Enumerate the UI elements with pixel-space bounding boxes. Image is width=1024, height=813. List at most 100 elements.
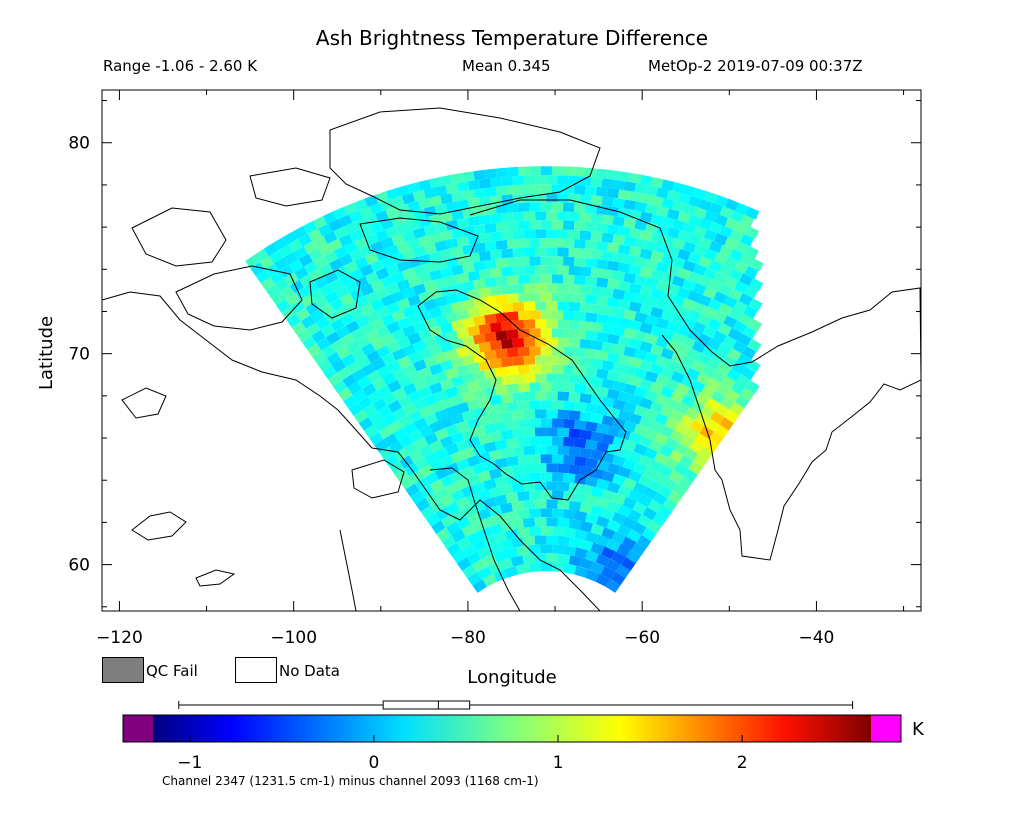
heatmap-cell (655, 298, 669, 311)
heatmap-cell (387, 399, 402, 413)
heatmap-cell (424, 471, 439, 486)
heatmap-cell (639, 193, 653, 205)
heatmap-cell (412, 264, 427, 277)
heatmap-cell (661, 197, 675, 210)
heatmap-cell (633, 424, 648, 437)
heatmap-cell (484, 168, 497, 179)
heatmap-cell (412, 302, 427, 315)
heatmap-cell (585, 550, 599, 563)
heatmap-cell (435, 506, 450, 521)
heatmap-cell (579, 266, 592, 277)
heatmap-cell (579, 520, 593, 533)
heatmap-cell (568, 337, 581, 348)
heatmap-cell (551, 508, 564, 518)
heatmap-cell (346, 360, 361, 375)
heatmap-cell (462, 298, 475, 310)
coast-greenland (469, 199, 921, 561)
heatmap-cell (716, 362, 731, 376)
heatmap-cell (645, 203, 659, 215)
heatmap-cell (666, 264, 680, 277)
heatmap-cell (535, 301, 547, 311)
heatmap-cell (562, 220, 575, 230)
heatmap-cell (389, 440, 404, 454)
heatmap-cell (501, 338, 514, 349)
heatmap-cell (517, 472, 530, 483)
heatmap-cell (601, 196, 614, 207)
heatmap-cell (478, 360, 492, 371)
heatmap-cell (705, 397, 720, 412)
heatmap-cell (381, 294, 395, 307)
heatmap-cell (617, 504, 632, 518)
heatmap-cell (512, 319, 525, 330)
heatmap-cell (283, 231, 298, 245)
heatmap-cell (285, 292, 300, 307)
heatmap-cell (293, 226, 307, 240)
heatmap-cell (529, 256, 541, 266)
heatmap-cell (672, 219, 686, 231)
heatmap-cell (484, 295, 497, 306)
heatmap-cell (396, 278, 411, 292)
heatmap-cell (495, 239, 508, 250)
heatmap-cell (418, 424, 433, 438)
heatmap-cell (540, 544, 553, 554)
heatmap-cell (546, 229, 558, 239)
heatmap-cell (484, 368, 497, 379)
heatmap-cell (501, 248, 514, 259)
heatmap-cell (698, 236, 712, 250)
heatmap-cell (585, 312, 598, 323)
heatmap-cell (450, 469, 465, 483)
heatmap-cell (467, 197, 481, 209)
heatmap-cell (730, 210, 744, 223)
heatmap-cell (672, 182, 686, 194)
heatmap-cell (744, 285, 758, 299)
heatmap-cell (397, 336, 411, 349)
heatmap-cell (634, 311, 648, 324)
heatmap-cell (501, 320, 514, 331)
heatmap-cell (670, 390, 685, 403)
heatmap-cell (733, 320, 748, 334)
heatmap-cell (607, 370, 620, 382)
heatmap-cell (499, 557, 513, 570)
heatmap-cell (557, 481, 570, 492)
heatmap-cell (590, 504, 605, 517)
heatmap-cell (523, 301, 536, 311)
heatmap-cell (607, 260, 620, 272)
heatmap-cell (725, 198, 739, 211)
heatmap-cell (517, 346, 530, 357)
heatmap-cell (518, 310, 530, 321)
heatmap-cell (402, 382, 417, 396)
heatmap-cell (703, 248, 718, 261)
heatmap-cell (639, 211, 653, 223)
heatmap-cell (523, 445, 536, 456)
heatmap-cell (633, 405, 648, 418)
heatmap-cell (387, 360, 402, 374)
heatmap-cell (483, 478, 497, 491)
x-tick-label: −120 (96, 628, 143, 648)
heatmap-cell (590, 340, 603, 351)
heatmap-cell (749, 278, 764, 292)
heatmap-cell (338, 214, 353, 228)
heatmap-cell (332, 359, 347, 373)
heatmap-cell (714, 252, 728, 265)
heatmap-cell (439, 416, 454, 429)
heatmap-cell (535, 211, 547, 221)
qc-fail-swatch (102, 657, 144, 683)
heatmap-cell (326, 351, 342, 366)
heatmap-cell (655, 280, 669, 292)
heatmap-cell (623, 199, 636, 211)
heatmap-cell (316, 337, 331, 351)
x-tick-label: −40 (799, 628, 835, 648)
heatmap-cell (647, 499, 663, 513)
heatmap-cell (505, 528, 519, 541)
heatmap-cell (529, 184, 541, 194)
heatmap-cell (478, 433, 492, 445)
heatmap-cell (650, 344, 664, 357)
heatmap-cell (617, 523, 632, 537)
heatmap-cell (658, 484, 673, 499)
heatmap-cell (574, 347, 587, 358)
heatmap-cell (263, 242, 279, 257)
satellite-timestamp: MetOp-2 2019-07-09 00:37Z (648, 57, 863, 75)
heatmap-cell (478, 378, 492, 390)
heatmap-cell (713, 310, 727, 324)
heatmap-cell (488, 504, 503, 517)
